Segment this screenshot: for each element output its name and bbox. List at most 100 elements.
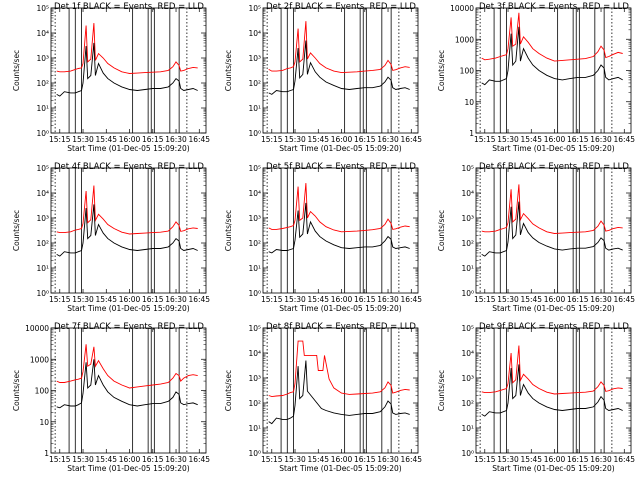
events-series-line (56, 204, 198, 257)
x-tick-label: 16:45 (188, 455, 210, 464)
y-tick-label: 10¹ (248, 424, 261, 433)
y-tick-label: 100 (460, 67, 475, 76)
y-tick-label: 10³ (36, 214, 49, 223)
x-tick-label: 15:45 (520, 135, 542, 144)
chart-panel-2: 15:15 15:30 15:45 16:00 16:15 16:30 16:45 10⁰ 10… (224, 2, 422, 153)
x-tick-label: 15:30 (497, 455, 519, 464)
x-tick-label: 16:15 (354, 295, 376, 304)
y-tick-label: 10¹ (248, 104, 261, 113)
x-tick-label: 15:30 (497, 135, 519, 144)
y-tick-label: 10⁵ (461, 324, 474, 333)
chart-panel-6: 15:15 15:30 15:45 16:00 16:15 16:30 16:45 10⁰ 10… (437, 162, 635, 313)
y-axis-label: Counts/sec (12, 50, 21, 91)
x-tick-label: 15:15 (49, 455, 71, 464)
x-tick-label: 16:00 (119, 135, 141, 144)
plot-frame (262, 167, 419, 294)
plot-frame (50, 7, 207, 134)
x-tick-label: 16:45 (400, 455, 422, 464)
lld-series-line (481, 12, 623, 62)
y-tick-label: 10⁰ (36, 289, 49, 298)
x-tick-label: 16:30 (590, 455, 612, 464)
x-tick-label: 15:45 (95, 135, 117, 144)
x-tick-label: 16:15 (142, 135, 164, 144)
x-tick-label: 15:15 (474, 295, 496, 304)
events-series-line (268, 202, 410, 254)
x-tick-label: 16:30 (590, 135, 612, 144)
x-tick-label: 15:15 (474, 455, 496, 464)
events-series-line (268, 40, 410, 95)
x-tick-label: 15:30 (284, 135, 306, 144)
x-axis-label: Start Time (01-Dec-05 15:09:20) (279, 304, 401, 313)
x-tick-label: 15:30 (72, 455, 94, 464)
x-tick-label: 16:30 (377, 135, 399, 144)
y-tick-label: 10⁵ (248, 164, 261, 173)
x-tick-label: 16:00 (331, 295, 353, 304)
lld-series-line (56, 185, 198, 235)
chart-title: Det 3f BLACK = Events, RED = LLD (479, 2, 629, 12)
x-tick-label: 16:15 (354, 135, 376, 144)
x-tick-label: 16:30 (590, 295, 612, 304)
x-tick-label: 15:30 (72, 295, 94, 304)
y-tick-label: 10³ (461, 374, 474, 383)
y-tick-label: 10 (39, 418, 49, 427)
y-tick-label: 10⁰ (36, 129, 49, 138)
chart-panel-7: 15:15 15:30 15:45 16:00 16:15 16:30 16:45 1 10 10… (12, 322, 210, 473)
y-tick-label: 10² (36, 79, 49, 88)
x-tick-label: 15:15 (49, 135, 71, 144)
lld-series-line (268, 340, 410, 398)
x-tick-label: 15:15 (261, 135, 283, 144)
y-tick-label: 10³ (461, 214, 474, 223)
y-tick-label: 10⁰ (248, 449, 261, 458)
x-tick-label: 16:30 (165, 455, 187, 464)
x-tick-label: 15:45 (307, 455, 329, 464)
chart-title: Det 6f BLACK = Events, RED = LLD (479, 162, 629, 172)
chart-title: Det 1f BLACK = Events, RED = LLD (54, 2, 204, 12)
y-tick-label: 10000 (450, 4, 474, 13)
x-tick-label: 15:45 (307, 135, 329, 144)
x-axis-label: Start Time (01-Dec-05 15:09:20) (67, 464, 189, 473)
x-tick-label: 16:15 (142, 295, 164, 304)
y-tick-label: 10¹ (36, 264, 49, 273)
x-tick-label: 16:15 (567, 135, 589, 144)
y-tick-label: 10⁰ (461, 449, 474, 458)
plot-frame (475, 167, 632, 294)
x-tick-label: 16:15 (567, 295, 589, 304)
y-axis-label: Counts/sec (12, 210, 21, 251)
y-tick-label: 10² (248, 79, 261, 88)
chart-title: Det 5f BLACK = Events, RED = LLD (266, 162, 416, 172)
x-tick-label: 15:45 (95, 455, 117, 464)
chart-panel-1: 15:15 15:30 15:45 16:00 16:15 16:30 16:45 10⁰ 10… (12, 2, 210, 153)
events-series-line (481, 26, 623, 86)
x-axis-label: Start Time (01-Dec-05 15:09:20) (279, 464, 401, 473)
x-tick-label: 16:30 (377, 455, 399, 464)
y-tick-label: 10000 (25, 324, 49, 333)
x-axis-label: Start Time (01-Dec-05 15:09:20) (67, 144, 189, 153)
y-axis-label: Counts/sec (12, 370, 21, 411)
y-tick-label: 10⁰ (248, 129, 261, 138)
chart-title: Det 9f BLACK = Events, RED = LLD (479, 322, 629, 332)
chart-panel-9: 15:15 15:30 15:45 16:00 16:15 16:30 16:45 10⁰ 10… (437, 322, 635, 473)
y-tick-label: 10⁴ (36, 29, 49, 38)
y-tick-label: 10⁵ (36, 4, 49, 13)
x-tick-label: 15:45 (307, 295, 329, 304)
chart-panel-4: 15:15 15:30 15:45 16:00 16:15 16:30 16:45 10⁰ 10… (12, 162, 210, 313)
y-tick-label: 10⁴ (461, 189, 474, 198)
chart-panel-3: 15:15 15:30 15:45 16:00 16:15 16:30 16:45 1 10 10… (437, 2, 635, 153)
x-tick-label: 16:00 (331, 455, 353, 464)
y-axis-label: Counts/sec (437, 50, 446, 91)
x-tick-label: 15:15 (261, 455, 283, 464)
x-tick-label: 16:00 (544, 295, 566, 304)
x-axis-label: Start Time (01-Dec-05 15:09:20) (492, 144, 614, 153)
x-tick-label: 16:00 (331, 135, 353, 144)
plot-frame (475, 327, 632, 454)
x-axis-label: Start Time (01-Dec-05 15:09:20) (67, 304, 189, 313)
y-tick-label: 10⁵ (461, 164, 474, 173)
y-tick-label: 1 (44, 449, 49, 458)
y-tick-label: 10⁰ (461, 289, 474, 298)
x-tick-label: 15:15 (474, 135, 496, 144)
x-tick-label: 15:30 (497, 295, 519, 304)
x-tick-label: 16:45 (400, 135, 422, 144)
x-tick-label: 16:30 (377, 295, 399, 304)
lld-series-line (56, 23, 198, 74)
y-axis-label: Counts/sec (224, 50, 233, 91)
